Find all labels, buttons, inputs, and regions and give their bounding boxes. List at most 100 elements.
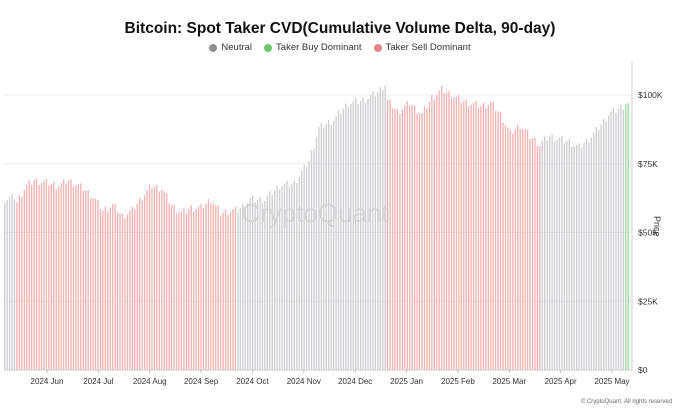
legend-item-buy[interactable]: Taker Buy Dominant [264, 42, 362, 53]
bar-sell [448, 91, 450, 371]
bar-sell [94, 198, 97, 370]
bar-sell [72, 186, 75, 370]
bar-sell [418, 113, 421, 370]
bar-neutral [8, 196, 11, 370]
bar-neutral [573, 145, 575, 370]
bar-sell [499, 111, 502, 371]
bar-sell [50, 183, 52, 370]
bar-sell [180, 212, 183, 370]
bar-neutral [332, 120, 335, 371]
bar-neutral [347, 106, 350, 371]
x-tick-label: 2024 Sep [184, 377, 219, 386]
legend-item-neutral[interactable]: Neutral [209, 42, 252, 53]
bar-sell [477, 107, 480, 370]
bar-neutral [622, 109, 624, 371]
bar-neutral [244, 207, 246, 370]
bar-neutral [374, 96, 377, 370]
bar-sell [536, 146, 539, 370]
bar-sell [529, 138, 531, 370]
bar-sell [426, 108, 428, 370]
bar-neutral [342, 108, 345, 370]
bar-sell [391, 108, 394, 370]
bar-sell [65, 184, 67, 370]
bar-sell [67, 180, 70, 370]
bar-sell [202, 208, 205, 370]
bar-neutral [254, 201, 256, 370]
bar-neutral [546, 140, 548, 370]
y-tick-label: $50K [638, 228, 658, 238]
bar-sell [421, 113, 423, 370]
bar-sell [139, 197, 141, 370]
bar-neutral [583, 143, 585, 370]
bar-sell [399, 113, 401, 370]
bar-sell [521, 129, 524, 370]
bar-sell [490, 102, 492, 370]
bar-neutral [330, 124, 332, 370]
bar-neutral [384, 85, 386, 371]
bar-neutral [6, 200, 8, 370]
bar-sell [104, 206, 106, 370]
bar-neutral [566, 141, 568, 370]
bar-neutral [335, 115, 337, 370]
legend-label-sell: Taker Sell Dominant [385, 42, 471, 53]
bar-neutral [345, 103, 347, 371]
bar-sell [80, 183, 82, 370]
legend-item-sell[interactable]: Taker Sell Dominant [373, 42, 471, 53]
bar-sell [445, 92, 448, 370]
x-tick-label: 2025 May [594, 377, 629, 386]
bar-neutral [598, 130, 600, 370]
legend-label-buy: Taker Buy Dominant [276, 42, 362, 53]
bar-sell [99, 209, 102, 370]
bar-sell [89, 198, 92, 370]
y-tick-label: $25K [638, 296, 658, 306]
bar-neutral [293, 180, 296, 370]
x-tick-label: 2024 Oct [236, 377, 269, 386]
bar-sell [43, 180, 45, 370]
bar-neutral [541, 140, 543, 370]
bar-sell [16, 202, 18, 370]
bar-sell [531, 138, 534, 370]
bar-sell [197, 206, 200, 370]
bar-neutral [315, 137, 318, 370]
bar-neutral [615, 112, 617, 370]
bar-sell [212, 204, 215, 370]
bar-neutral [357, 103, 359, 370]
bar-neutral [271, 195, 273, 370]
bar-neutral [301, 170, 303, 370]
bar-sell [455, 96, 458, 370]
bar-neutral [276, 185, 278, 370]
bars [4, 85, 629, 371]
bar-sell [210, 203, 212, 370]
copyright-credit: © CryptoQuant. All rights reserved [580, 399, 672, 405]
x-tick-label: 2025 Apr [545, 377, 577, 386]
bar-neutral [593, 132, 595, 370]
bar-sell [107, 211, 109, 370]
bar-neutral [367, 98, 369, 371]
bar-neutral [544, 136, 546, 370]
bar-neutral [556, 139, 558, 370]
bar-sell [443, 93, 445, 370]
bar-sell [151, 188, 153, 370]
bar-sell [389, 99, 391, 370]
bar-sell [112, 203, 114, 370]
bar-neutral [328, 120, 330, 370]
bar-sell [217, 206, 219, 370]
bar-neutral [377, 92, 379, 370]
bar-neutral [382, 90, 384, 371]
bar-sell [509, 129, 512, 370]
bar-sell [502, 122, 504, 371]
bar-neutral [605, 121, 607, 371]
bar-neutral [283, 183, 286, 370]
bar-sell [31, 184, 33, 370]
bar-sell [26, 185, 28, 370]
bar-sell [102, 210, 104, 370]
bar-sell [23, 189, 25, 370]
bar-sell [141, 200, 143, 370]
bar-sell [124, 218, 126, 370]
bar-neutral [325, 123, 327, 371]
bar-neutral [249, 198, 251, 370]
bar-sell [193, 211, 195, 370]
bar-sell [229, 211, 232, 370]
bar-sell [517, 124, 519, 370]
bar-sell [38, 184, 40, 370]
